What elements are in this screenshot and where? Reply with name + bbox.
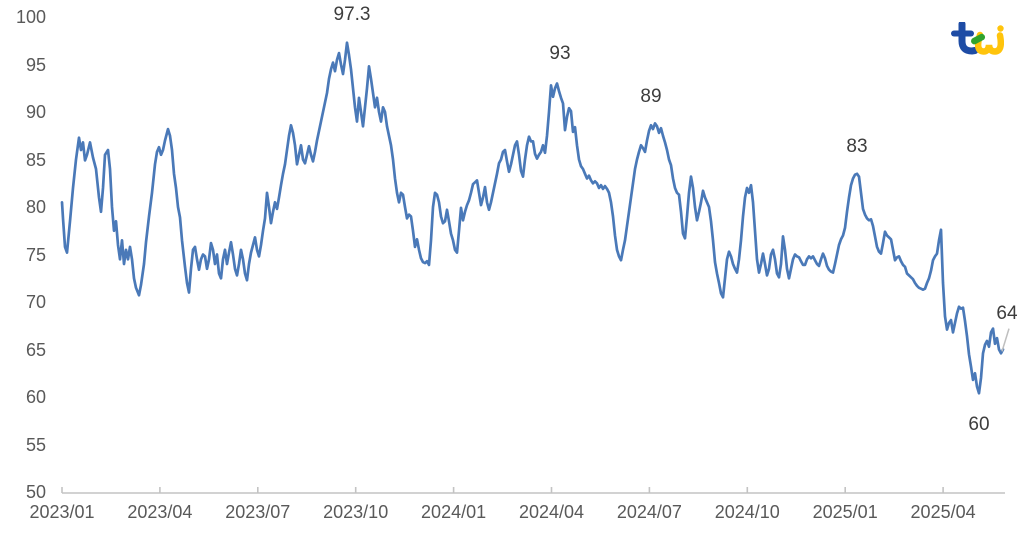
y-axis-label: 85 — [25, 149, 46, 170]
data-annotation: 93 — [549, 43, 571, 64]
y-axis-label: 60 — [25, 387, 46, 407]
x-axis-label: 2025/01 — [812, 502, 878, 522]
x-axis-label: 2024/04 — [518, 502, 585, 522]
data-annotation: 60 — [968, 414, 990, 435]
y-axis-label: 95 — [25, 54, 46, 75]
data-annotation: 89 — [640, 86, 662, 107]
data-annotation: 83 — [846, 136, 868, 157]
y-axis-label: 100 — [15, 7, 46, 27]
x-axis-label: 2024/01 — [421, 502, 487, 522]
y-axis-label: 90 — [25, 102, 46, 122]
y-axis-label: 70 — [25, 292, 46, 312]
y-axis-label: 80 — [25, 197, 46, 217]
data-annotation: 97.3 — [333, 4, 371, 25]
x-axis-label: 2023/04 — [127, 502, 193, 522]
x-axis-label: 2024/10 — [714, 502, 780, 522]
y-axis-label: 50 — [25, 482, 46, 502]
x-axis-label: 2023/01 — [29, 502, 95, 522]
y-axis-label: 65 — [25, 339, 46, 360]
y-axis-label: 55 — [25, 434, 46, 455]
series-line — [60, 41, 1005, 395]
x-axis-label: 2023/07 — [225, 502, 291, 522]
final-partial-segment — [1001, 328, 1010, 352]
x-axis-label: 2025/04 — [910, 502, 976, 522]
y-axis-label: 75 — [25, 244, 46, 265]
x-axis-label: 2023/10 — [323, 502, 389, 522]
tej-logo — [951, 22, 1004, 55]
x-axis-label: 2024/07 — [616, 502, 682, 522]
data-annotation: 64 — [996, 303, 1018, 324]
